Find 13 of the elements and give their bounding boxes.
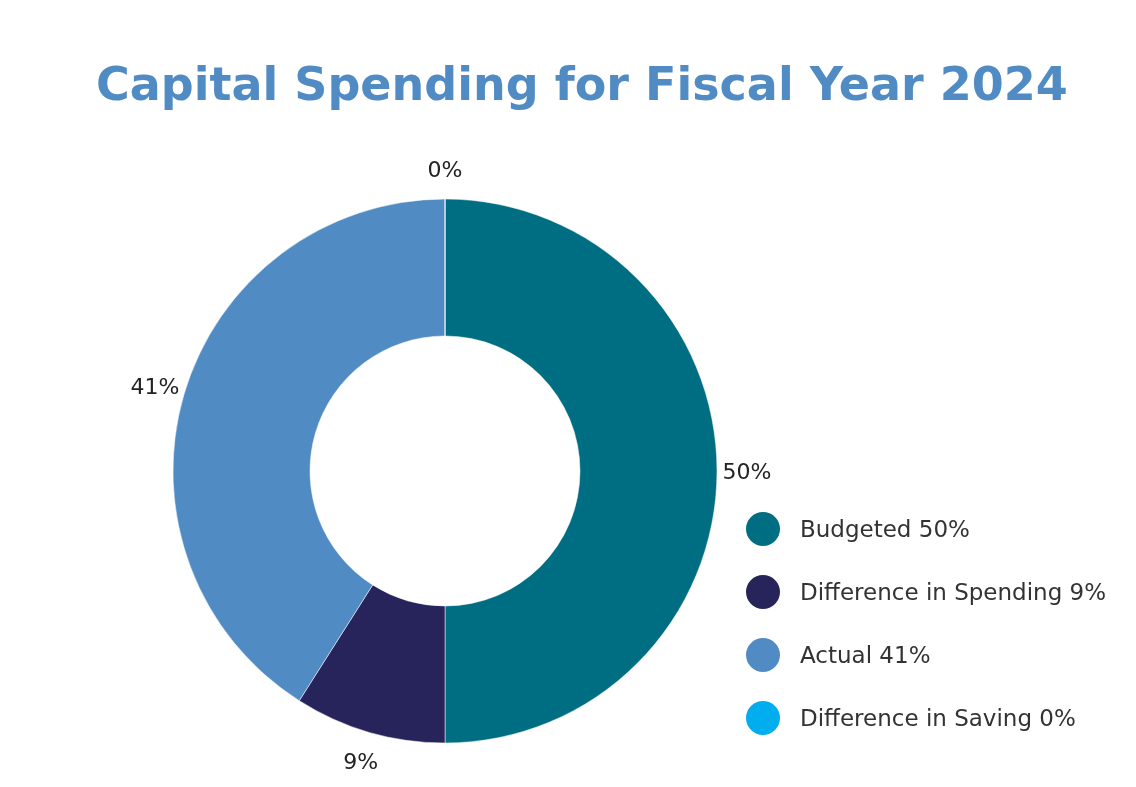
text: 9% bbox=[1069, 579, 1107, 606]
legend-label: Actual bbox=[800, 642, 873, 669]
data-label: 9% bbox=[343, 748, 379, 774]
text: 0% bbox=[1039, 705, 1076, 732]
text: 50% bbox=[918, 516, 970, 543]
legend-label: Difference in Saving bbox=[800, 705, 1033, 732]
data-label: 41% bbox=[130, 374, 180, 400]
chart-title: Capital Spending for Fiscal Year 2024 bbox=[96, 57, 1068, 111]
legend-label: Difference in Spending bbox=[800, 579, 1063, 606]
data-label: 50% bbox=[722, 458, 772, 484]
text: 0% bbox=[427, 156, 463, 182]
text: 41% bbox=[879, 642, 931, 669]
legend-label: Budgeted bbox=[800, 516, 912, 543]
